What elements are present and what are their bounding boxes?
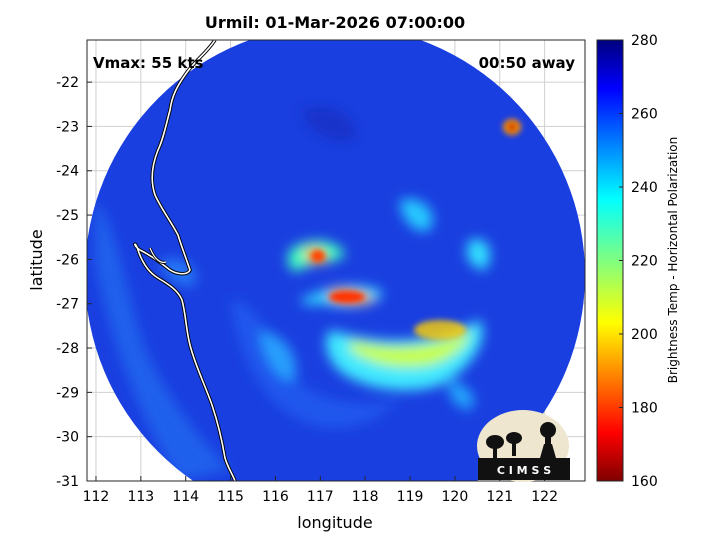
x-tick-label: 118 bbox=[352, 489, 379, 505]
cimss-logo-text: C I M S S bbox=[497, 464, 551, 477]
vmax-label: Vmax: 55 kts bbox=[93, 54, 203, 72]
colorbar-tick-label: 260 bbox=[631, 107, 658, 123]
colorbar-gradient bbox=[596, 39, 624, 482]
y-tick-label: -24 bbox=[56, 164, 79, 180]
x-axis-label: longitude bbox=[297, 513, 372, 532]
colorbar-tick-label: 160 bbox=[631, 474, 658, 490]
x-tick-label: 119 bbox=[397, 489, 424, 505]
y-tick-label: -23 bbox=[56, 119, 79, 135]
colorbar: 280 260 240 220 200 180 160 Brightness Temp - … bbox=[596, 33, 680, 490]
y-axis-label: latitude bbox=[27, 229, 46, 290]
y-tick-label: -28 bbox=[56, 341, 79, 357]
colorbar-label: Brightness Temp - Horizontal Polarizatio… bbox=[666, 137, 680, 384]
figure-title: Urmil: 01-Mar-2026 07:00:00 bbox=[205, 13, 465, 32]
x-tick-label: 114 bbox=[172, 489, 199, 505]
x-tick-label: 112 bbox=[83, 489, 110, 505]
axis-ticks: 112 113 114 115 116 117 118 119 120 121 122 -22 -23 -… bbox=[56, 75, 558, 505]
eta-label: 00:50 away bbox=[479, 54, 576, 72]
colorbar-tick-label: 220 bbox=[631, 254, 658, 270]
colorbar-tick-label: 280 bbox=[631, 33, 658, 49]
coastline bbox=[133, 40, 237, 481]
x-tick-label: 115 bbox=[217, 489, 244, 505]
y-tick-label: -26 bbox=[56, 252, 79, 268]
colorbar-tick-label: 200 bbox=[631, 327, 658, 343]
y-tick-label: -31 bbox=[56, 474, 79, 490]
y-tick-label: -30 bbox=[56, 430, 79, 446]
colorbar-tick-label: 180 bbox=[631, 401, 658, 417]
plot-frame bbox=[86, 39, 586, 482]
y-tick-label: -22 bbox=[56, 75, 79, 91]
colorbar-ticks: 280 260 240 220 200 180 160 bbox=[619, 33, 658, 490]
y-tick-label: -29 bbox=[56, 385, 79, 401]
y-tick-label: -27 bbox=[56, 297, 79, 313]
x-tick-label: 121 bbox=[486, 489, 513, 505]
x-tick-label: 122 bbox=[531, 489, 558, 505]
x-tick-label: 116 bbox=[262, 489, 289, 505]
y-tick-label: -25 bbox=[56, 208, 79, 224]
cimss-logo: C I M S S bbox=[477, 410, 570, 482]
colorbar-tick-label: 240 bbox=[631, 180, 658, 196]
x-tick-label: 113 bbox=[127, 489, 154, 505]
x-tick-label: 120 bbox=[442, 489, 469, 505]
x-tick-label: 117 bbox=[307, 489, 334, 505]
